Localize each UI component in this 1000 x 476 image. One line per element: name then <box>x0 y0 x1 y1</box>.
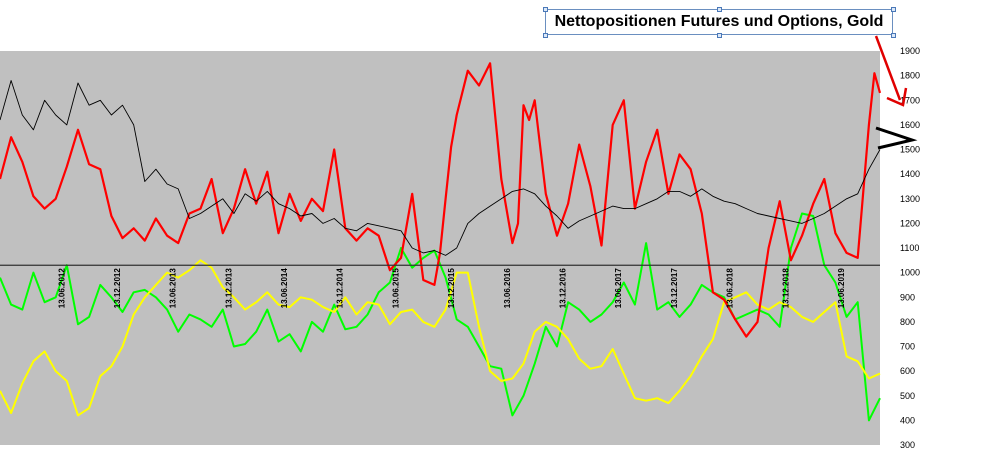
y-tick-label: 1100 <box>900 243 919 253</box>
x-tick-label: 13.12.2016 <box>559 268 568 309</box>
series-line-1 <box>0 62 882 338</box>
y-tick-label: 1500 <box>900 145 920 155</box>
red-arrow-annotation <box>874 35 902 101</box>
y-tick-label: 1000 <box>900 268 920 278</box>
x-tick-labels: 13.06.2012 13.12.2012 13.06.2013 13.12.2013… <box>57 268 846 309</box>
title-resize-handle-tr[interactable] <box>891 7 896 12</box>
y-tick-label: 1900 <box>900 46 920 56</box>
title-resize-handle-tl[interactable] <box>543 7 548 12</box>
black-arrow-annotation <box>875 126 918 150</box>
x-tick-label: 13.12.2012 <box>113 268 122 309</box>
y-tick-label: 600 <box>900 366 915 376</box>
y-tick-label: 1800 <box>900 71 920 81</box>
annotation-arrows <box>874 35 918 150</box>
y-tick-label: 900 <box>900 292 915 302</box>
title-resize-handle-br[interactable] <box>891 33 896 38</box>
x-tick-label: 13.06.2019 <box>837 268 846 309</box>
chart-title[interactable]: Nettopositionen Futures und Options, Gol… <box>545 9 893 35</box>
title-resize-handle-bm[interactable] <box>717 33 722 38</box>
x-tick-label: 13.06.2017 <box>614 268 623 309</box>
series-line-4 <box>0 259 881 417</box>
x-tick-label: 13.06.2012 <box>57 268 66 309</box>
y-tick-label: 1700 <box>900 95 920 105</box>
y-tick-labels: 1900 1800 1700 1600 1500 1400 1300 1200 1100 1000… <box>900 46 920 450</box>
red-arrowhead <box>886 87 908 107</box>
x-tick-label: 13.06.2013 <box>169 268 178 309</box>
title-resize-handle-tm[interactable] <box>717 7 722 12</box>
x-tick-label: 13.12.2018 <box>781 268 790 309</box>
y-tick-label: 800 <box>900 317 915 327</box>
series-layer <box>0 62 882 422</box>
x-tick-label: 13.06.2016 <box>503 268 512 309</box>
x-tick-label: 13.12.2013 <box>224 268 233 309</box>
y-tick-label: 700 <box>900 342 915 352</box>
title-resize-handle-bl[interactable] <box>543 33 548 38</box>
y-tick-label: 1600 <box>900 120 920 130</box>
y-tick-label: 1300 <box>900 194 920 204</box>
x-tick-label: 13.12.2015 <box>447 268 456 309</box>
x-tick-label: 13.06.2014 <box>280 268 289 309</box>
y-tick-label: 300 <box>900 440 915 450</box>
y-tick-label: 400 <box>900 415 915 425</box>
x-tick-label: 13.06.2015 <box>391 268 400 309</box>
x-tick-label: 13.12.2014 <box>336 268 345 309</box>
x-tick-label: 13.12.2017 <box>670 268 679 309</box>
y-tick-label: 500 <box>900 391 915 401</box>
y-tick-label: 1400 <box>900 169 920 179</box>
series-line-2 <box>0 80 881 256</box>
y-tick-label: 1200 <box>900 218 920 228</box>
x-tick-label: 13.06.2018 <box>726 268 735 309</box>
